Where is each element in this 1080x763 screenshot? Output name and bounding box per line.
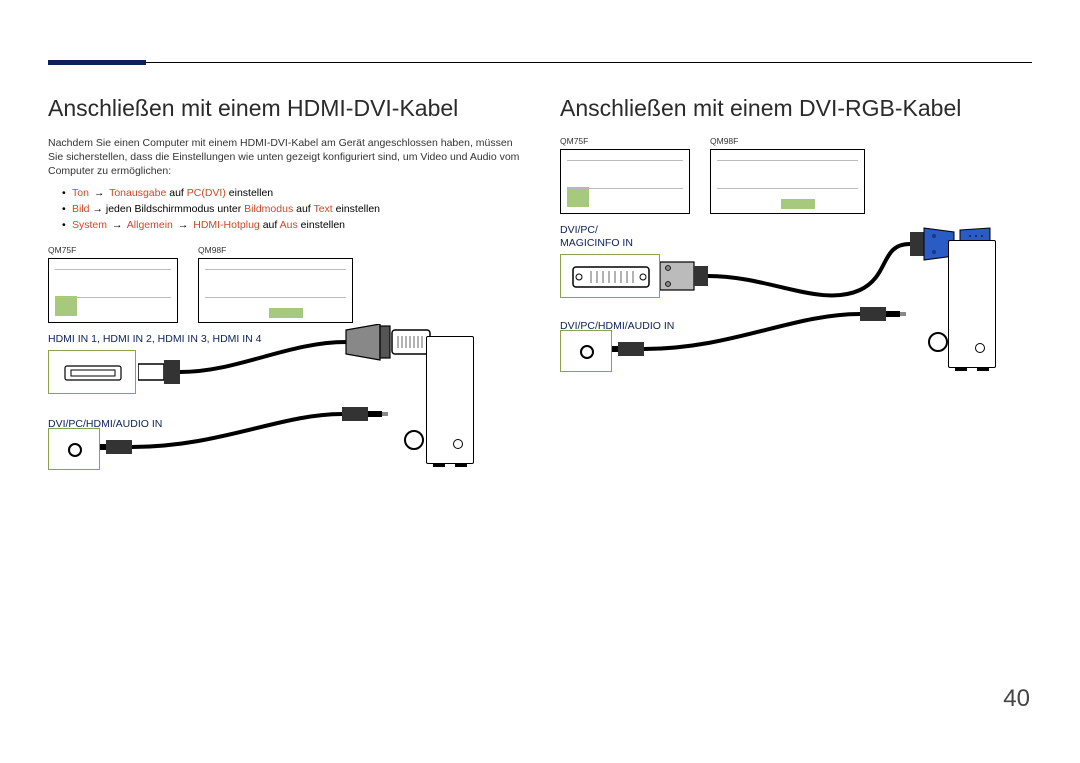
left-diagram: DVI/PC/HDMI/AUDIO IN (48, 350, 520, 540)
setting-item-ton: Ton → Tonausgabe auf PC(DVI) einstellen (62, 187, 520, 199)
model-label-qm75f: QM75F (48, 245, 178, 255)
right-diagram: DVI/PC/HDMI/AUDIO IN (560, 254, 1032, 484)
panel-highlight-icon (55, 296, 77, 316)
audio-cable-icon (612, 292, 982, 412)
setting-item-system: System → Allgemein → HDMI-Hotplug auf Au… (62, 219, 520, 231)
model-panel-qm98f-r (710, 149, 865, 214)
audio-port-icon (560, 330, 612, 372)
audio-port-icon (48, 428, 100, 470)
setting-item-bild: Bild → jeden Bildschirmmodus unter Bildm… (62, 203, 520, 215)
right-column: Anschließen mit einem DVI-RGB-Kabel QM75… (560, 95, 1032, 540)
audio-cable-icon (100, 390, 460, 510)
horizontal-rule (48, 62, 1032, 63)
model-label-qm98f: QM98F (198, 245, 353, 255)
model-panel-qm75f (48, 258, 178, 323)
left-model-panels: QM75F QM98F (48, 245, 520, 323)
model-label-qm75f-r: QM75F (560, 136, 690, 146)
left-heading: Anschließen mit einem HDMI-DVI-Kabel (48, 95, 520, 122)
header-accent-bar (48, 60, 146, 65)
right-model-panels: QM75F QM98F (560, 136, 1032, 214)
panel-highlight-icon (781, 199, 815, 209)
left-intro: Nachdem Sie einen Computer mit einem HDM… (48, 136, 520, 179)
page-number: 40 (1003, 685, 1030, 713)
model-panel-qm98f (198, 258, 353, 323)
right-heading: Anschließen mit einem DVI-RGB-Kabel (560, 95, 1032, 122)
panel-highlight-icon (269, 308, 303, 318)
model-label-qm98f-r: QM98F (710, 136, 865, 146)
model-panel-qm75f-r (560, 149, 690, 214)
hdmi-port-icon (48, 350, 136, 394)
panel-highlight-icon (567, 187, 589, 207)
settings-list: Ton → Tonausgabe auf PC(DVI) einstellen … (48, 187, 520, 231)
left-column: Anschließen mit einem HDMI-DVI-Kabel Nac… (48, 95, 520, 540)
content-columns: Anschließen mit einem HDMI-DVI-Kabel Nac… (48, 95, 1032, 540)
